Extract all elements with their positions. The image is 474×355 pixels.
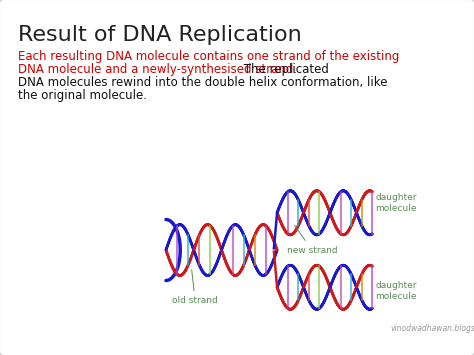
- Text: vinodwadhawan.blogspot.com: vinodwadhawan.blogspot.com: [390, 324, 474, 333]
- Text: Result of DNA Replication: Result of DNA Replication: [18, 25, 302, 45]
- Text: DNA molecule and a newly-synthesised strand.: DNA molecule and a newly-synthesised str…: [18, 63, 297, 76]
- Text: DNA molecules rewind into the double helix conformation, like: DNA molecules rewind into the double hel…: [18, 76, 388, 89]
- Text: daughter
molecule: daughter molecule: [375, 280, 417, 301]
- Text: the original molecule.: the original molecule.: [18, 89, 147, 102]
- Text: new strand: new strand: [287, 225, 337, 255]
- Text: old strand: old strand: [173, 270, 218, 305]
- Text: The replicated: The replicated: [240, 63, 329, 76]
- Text: daughter
molecule: daughter molecule: [375, 192, 417, 213]
- Text: Each resulting DNA molecule contains one strand of the existing: Each resulting DNA molecule contains one…: [18, 50, 400, 63]
